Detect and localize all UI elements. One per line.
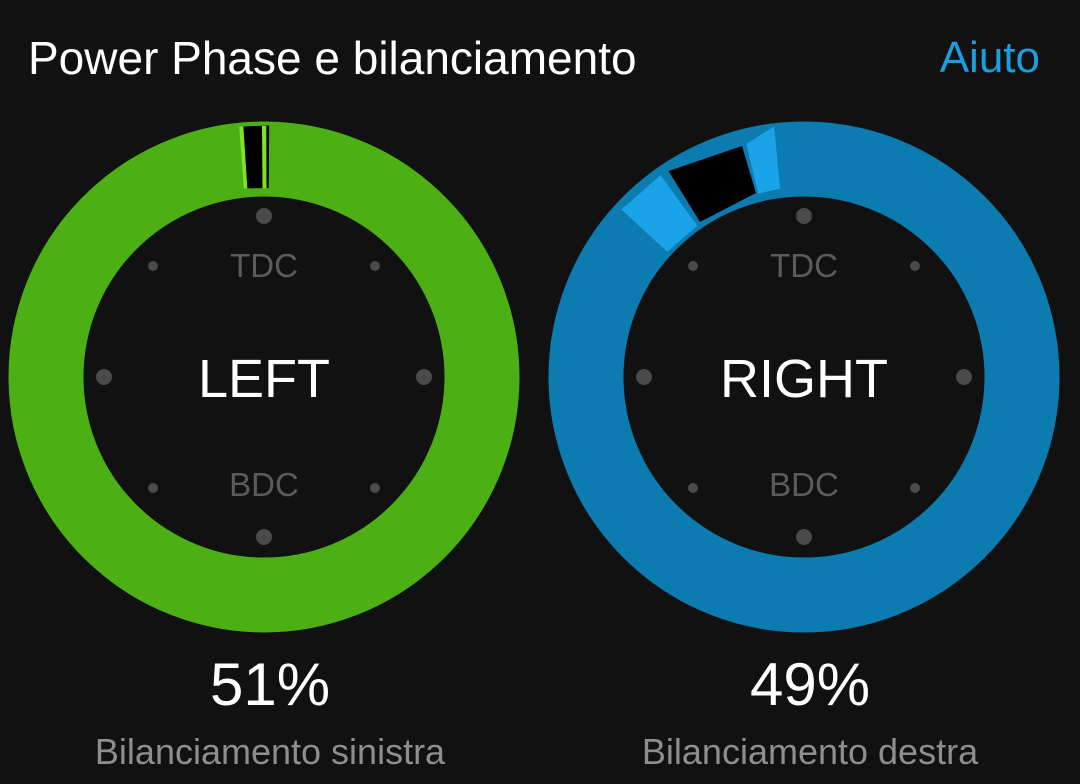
left-dot-left: [96, 369, 112, 385]
right-bdc-label: BDC: [769, 466, 839, 503]
right-power-phase-gap: [668, 146, 756, 222]
help-link[interactable]: Aiuto: [939, 33, 1040, 82]
left-power-phase-peak: [239, 126, 248, 189]
left-bdc-label: BDC: [229, 466, 299, 503]
right-power-phase-peak-end: [746, 126, 780, 194]
right-dot-left: [636, 369, 652, 385]
right-dot-bottom-right: [910, 483, 920, 493]
left-tdc-label: TDC: [230, 247, 298, 284]
left-dot-top-left: [148, 261, 158, 271]
right-gauge: TDC RIGHT BDC: [548, 121, 1060, 633]
left-balance-value: 51%: [209, 651, 331, 718]
right-balance-value: 49%: [749, 651, 871, 718]
right-gauge-label: RIGHT: [720, 349, 888, 409]
left-balance-caption: Bilanciamento sinistra: [94, 731, 446, 772]
page-title: Power Phase e bilanciamento: [28, 32, 637, 84]
left-dot-top-right: [370, 261, 380, 271]
left-dot-bottom-left: [148, 483, 158, 493]
left-dot-bottom-right: [370, 483, 380, 493]
right-dot-top-right: [910, 261, 920, 271]
right-dot-right: [956, 369, 972, 385]
right-power-phase-peak-start: [621, 175, 698, 252]
right-dot-bottom: [796, 529, 812, 545]
right-dot-top: [796, 208, 812, 224]
left-power-phase-peak-end: [262, 126, 267, 189]
left-gauge: TDC LEFT BDC: [8, 121, 520, 633]
left-gauge-label: LEFT: [198, 349, 330, 409]
right-ring: [548, 121, 1060, 633]
right-balance-caption: Bilanciamento destra: [641, 731, 979, 772]
right-tdc-label: TDC: [770, 247, 838, 284]
left-dot-top: [256, 208, 272, 224]
left-dot-bottom: [256, 529, 272, 545]
right-dot-top-left: [688, 261, 698, 271]
left-dot-right: [416, 369, 432, 385]
right-dot-bottom-left: [688, 483, 698, 493]
